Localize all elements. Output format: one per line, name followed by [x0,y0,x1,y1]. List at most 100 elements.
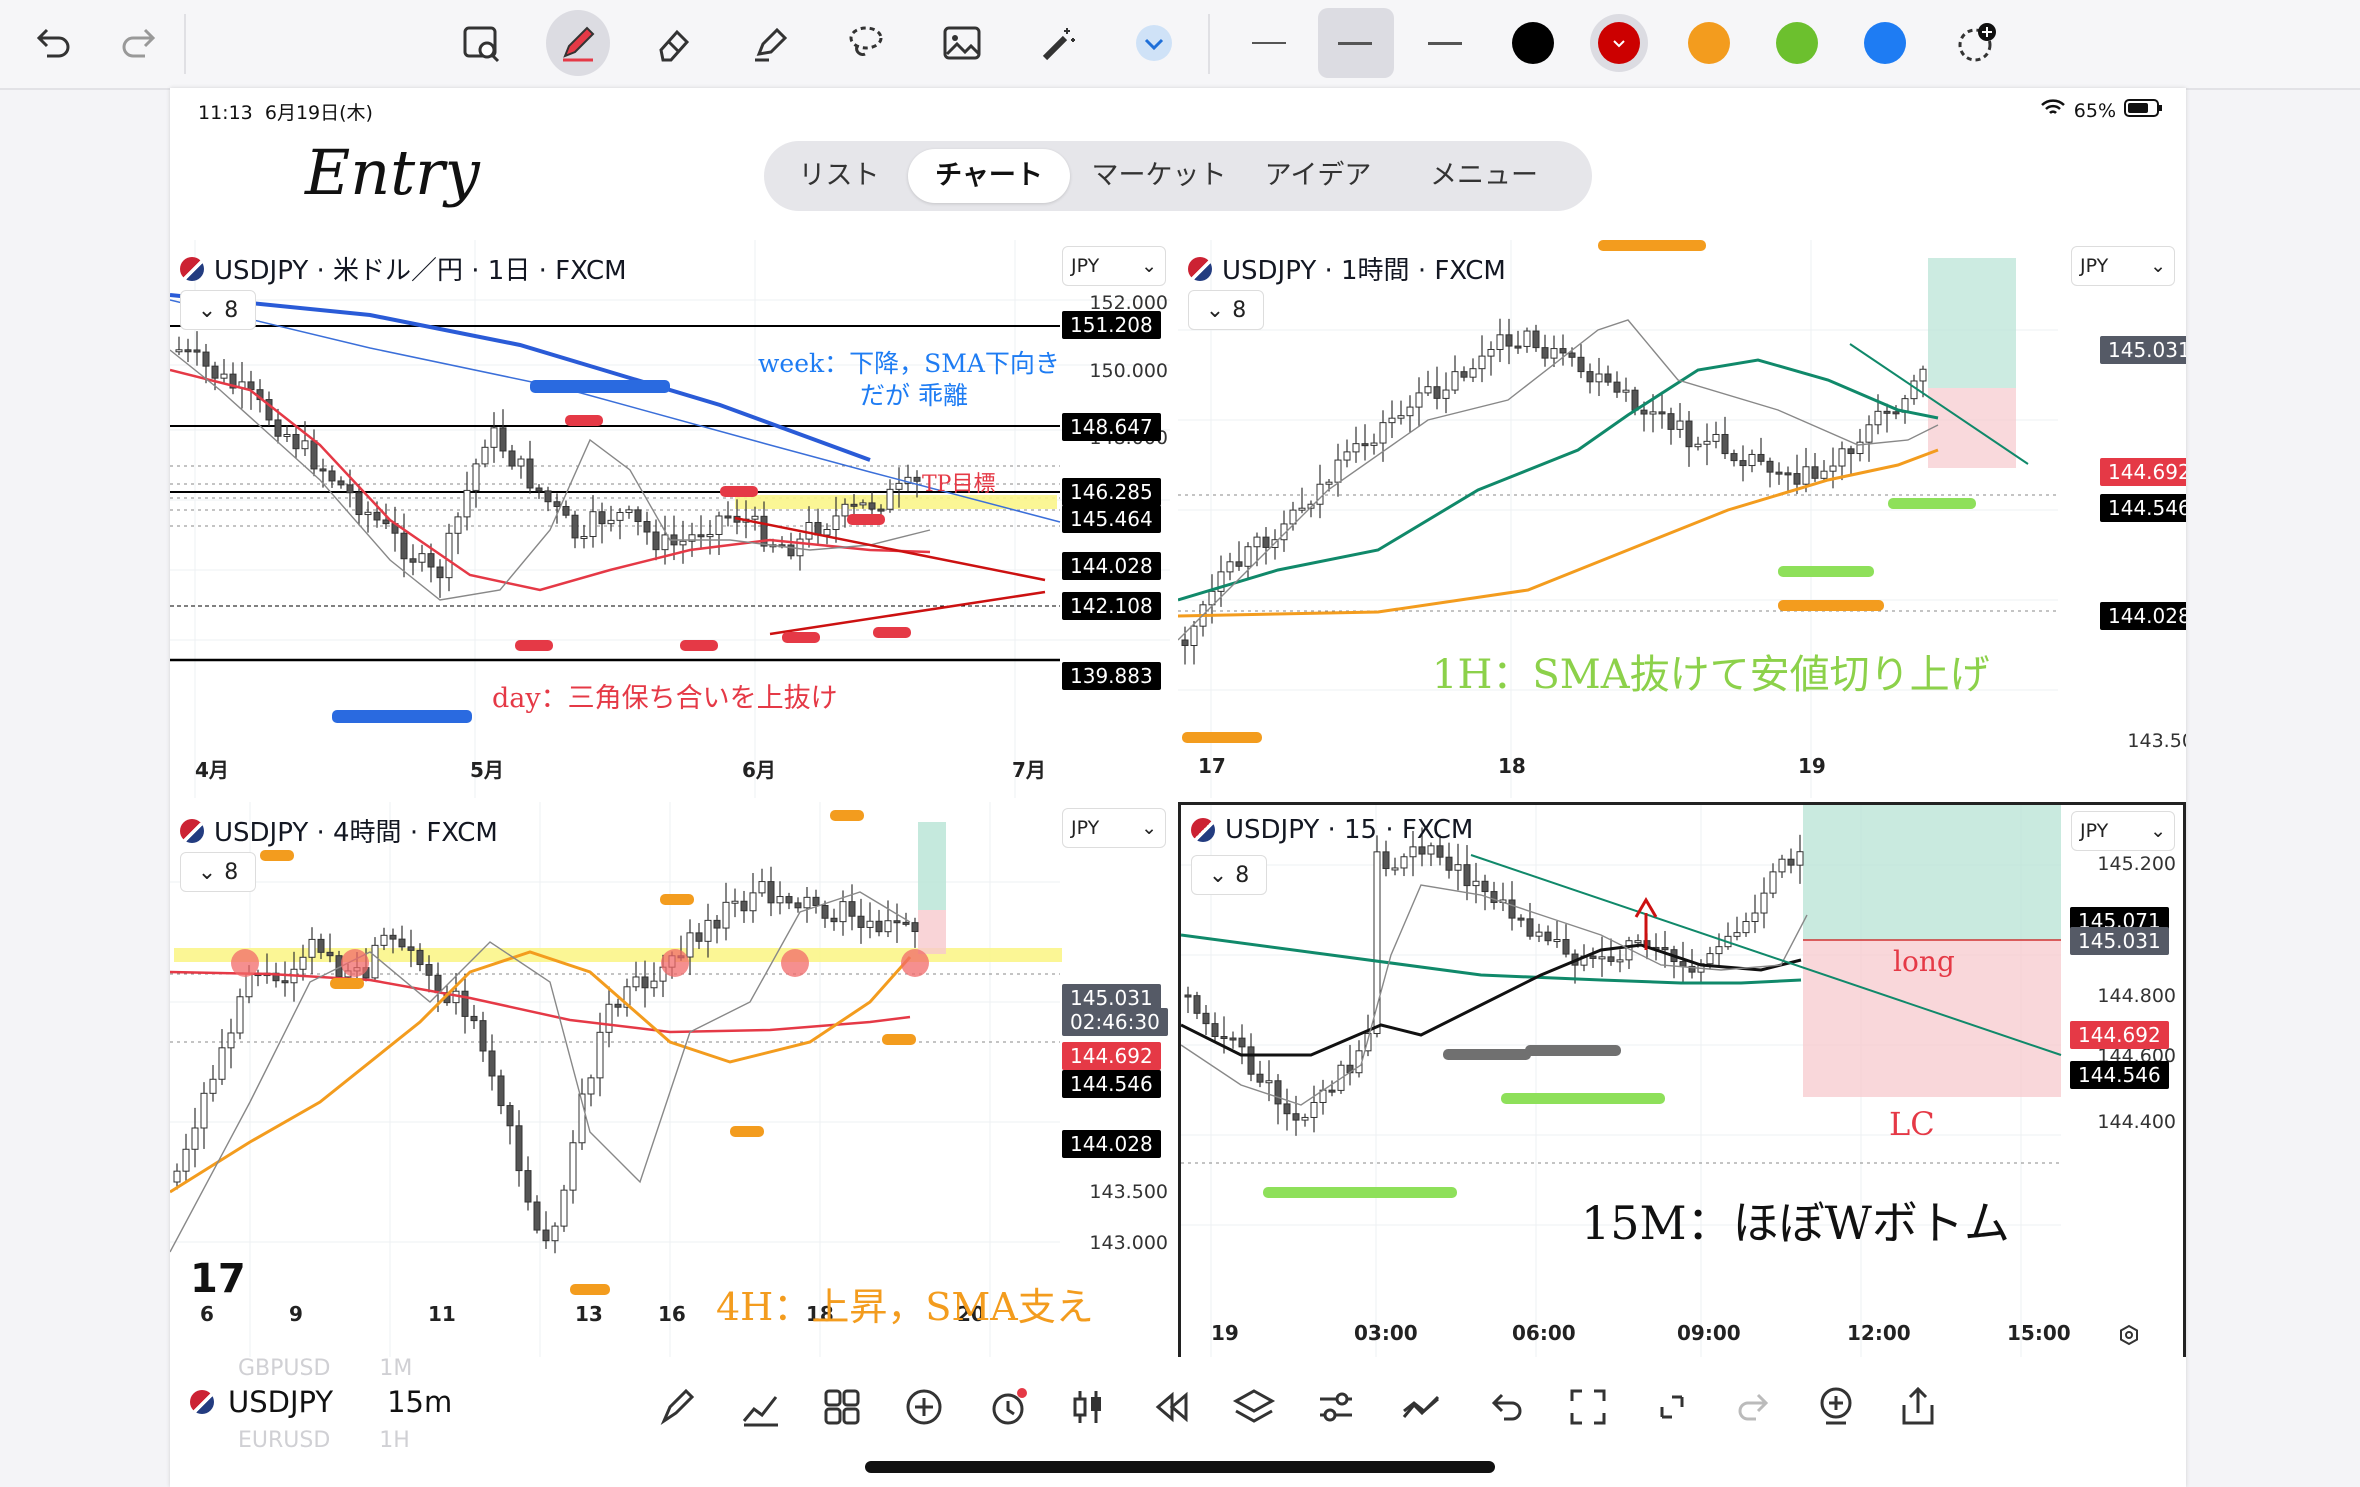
chart-panel-1h[interactable]: USDJPY · 1時間 · FXCM ⌄8 JPY⌄ 143.500145.0… [1178,240,2186,798]
h4-orange-mark [830,810,864,821]
highlighter-icon[interactable] [738,10,802,76]
h4-candle [524,1170,532,1203]
prev-symbol-interval: 1M [379,1356,413,1381]
h4-candle [506,1105,514,1127]
h1-candle [1325,481,1333,485]
m15-candle [1292,1113,1300,1121]
screenshot-page: 11:13 6月19日(木) 65% Entry リスト チャート マーケット … [170,88,2186,1487]
m15-time-label: 09:00 [1677,1321,1741,1345]
daily-week-note: week：下降，SMA下向き [758,349,1060,378]
h4-currency-select[interactable]: JPY ⌄ [1062,808,1166,848]
stroke-thick-option[interactable] [1428,42,1462,45]
h4-candle [605,1003,613,1033]
tab-market[interactable]: マーケット [1091,160,1227,191]
add-symbol-icon[interactable] [1812,1383,1860,1431]
h1-indicator-toggle[interactable]: ⌄ 8 [1188,290,1264,330]
m15-chart-canvas[interactable] [1181,805,2183,1357]
h1-orange-mark [1778,600,1884,611]
color-blue-swatch[interactable] [1864,22,1906,64]
m15-indicator-toggle[interactable]: ⌄ 8 [1191,855,1267,895]
color-orange-swatch[interactable] [1688,22,1730,64]
settings-gear-icon[interactable] [2117,1323,2141,1347]
share-icon[interactable] [1894,1383,1942,1431]
prev-symbol[interactable]: GBPUSD 1M [238,1357,412,1381]
settings-icon[interactable] [1312,1383,1360,1431]
h1-candle [1838,448,1846,467]
m15-price-tag: 145.031 [2070,927,2169,955]
tab-menu[interactable]: メニュー [1430,160,1538,191]
daily-price-tag: 142.108 [1062,592,1161,620]
h4-candle [326,951,334,957]
layers-icon[interactable] [1230,1383,1278,1431]
add-color-icon[interactable] [1944,10,2008,76]
fullscreen-select-icon[interactable] [1564,1383,1612,1431]
m15-currency-select[interactable]: JPY ⌄ [2071,811,2175,851]
h1-chart-canvas[interactable] [1178,240,2186,798]
m15-price-label: 145.200 [2097,853,2176,875]
m15-candle [1247,1046,1255,1075]
magic-wand-icon[interactable] [1026,10,1090,76]
replay-icon[interactable] [1148,1383,1196,1431]
undo-icon[interactable] [1482,1383,1530,1431]
redo-icon[interactable] [1730,1383,1778,1431]
h1-currency-select[interactable]: JPY ⌄ [2071,246,2175,286]
tab-list[interactable]: リスト [798,160,880,191]
m15-candle [1256,1073,1264,1083]
next-symbol[interactable]: EURUSD 1H [238,1429,410,1453]
h4-indicator-toggle[interactable]: ⌄ 8 [180,852,256,892]
daily-candle [517,458,525,467]
layout-icon[interactable] [818,1383,866,1431]
tab-ideas[interactable]: アイデア [1264,160,1372,191]
daily-candle [508,450,516,467]
color-black-swatch[interactable] [1512,22,1554,64]
h1-orange-mark [1598,240,1706,251]
h1-candle [1757,453,1765,462]
daily-candle [490,427,498,448]
redo-icon[interactable] [108,10,172,76]
daily-candle [607,519,615,525]
m15-gray-mark [1443,1049,1531,1060]
h1-candle [1847,448,1855,455]
compare-icon[interactable] [1398,1383,1446,1431]
expand-icon[interactable] [1648,1383,1696,1431]
chart-panel-daily[interactable]: USDJPY · 米ドル／円 · 1日 · FXCM ⌄ 8 JPY ⌄ 152.0… [170,240,1170,798]
h4-candle [713,919,721,929]
image-icon[interactable] [930,10,994,76]
h1-candle [1406,406,1414,417]
pen-icon[interactable] [546,10,610,76]
h1-candle [1289,509,1297,525]
m15-price-tag: 144.692 [2070,1021,2169,1049]
daily-currency-select[interactable]: JPY ⌄ [1062,246,1166,286]
lasso-icon[interactable] [834,10,898,76]
m15-candle [1634,940,1642,944]
tradingview-logo: 17 [190,1256,246,1302]
daily-time-label: 6月 [742,758,776,782]
eraser-icon[interactable] [642,10,706,76]
indicators-icon[interactable] [736,1383,784,1431]
image-search-icon[interactable] [450,10,514,76]
color-green-swatch[interactable] [1776,22,1818,64]
daily-legend-count: 8 [224,297,239,323]
daily-indicator-toggle[interactable]: ⌄ 8 [180,290,256,330]
current-symbol[interactable]: USDJPY 15m [190,1385,452,1419]
chart-panel-15m[interactable]: USDJPY · 15 · FXCM ⌄ 8 JPY ⌄ 145.200 144.80… [1178,802,2186,1360]
h1-candle [1424,386,1432,394]
alert-icon[interactable] [984,1383,1032,1431]
h1-candle [1451,371,1459,391]
m15-time-label: 03:00 [1354,1321,1418,1345]
candles-icon[interactable] [1064,1383,1112,1431]
undo-icon[interactable] [20,10,84,76]
h4-chart-canvas[interactable] [170,802,1170,1360]
h1-candle [1667,413,1675,430]
chevron-down-icon[interactable] [1122,10,1186,76]
draw-icon[interactable] [654,1383,702,1431]
tab-chart[interactable]: チャート [908,149,1070,203]
h1-candle [1820,470,1828,479]
add-icon[interactable] [900,1383,948,1431]
daily-chart-canvas[interactable] [170,240,1170,798]
chart-panel-4h[interactable]: USDJPY · 4時間 · FXCM ⌄ 8 JPY ⌄ 143.500 143.0… [170,802,1170,1360]
daily-candle [274,419,282,437]
color-red-swatch[interactable] [1598,22,1640,64]
stroke-thin-option[interactable] [1252,42,1286,44]
h4-time-label: 6 [200,1302,214,1326]
